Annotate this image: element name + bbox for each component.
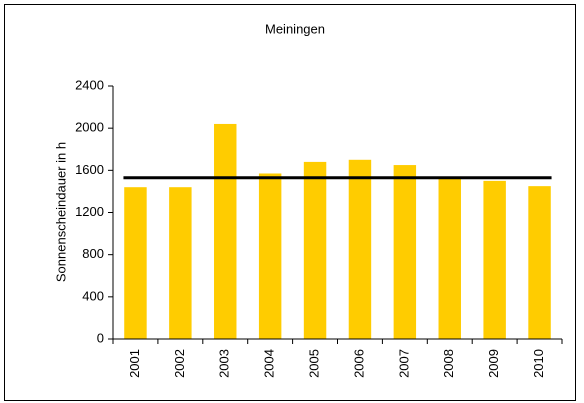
bar (303, 161, 327, 339)
bar (483, 180, 506, 339)
chart-title: Meiningen (265, 21, 325, 36)
y-axis-label: Sonnenscheindauer in h (53, 142, 68, 282)
y-tick-label: 1200 (75, 204, 104, 219)
x-tick-label: 2007 (396, 349, 411, 378)
y-tick-label: 2400 (75, 77, 104, 92)
x-tick-label: 2002 (172, 349, 187, 378)
y-tick-label: 1600 (75, 162, 104, 177)
x-tick-label: 2005 (306, 349, 321, 378)
y-tick-label: 0 (97, 330, 104, 345)
bar (528, 186, 551, 339)
x-tick-label: 2003 (217, 349, 232, 378)
bar (393, 165, 417, 339)
bar (438, 177, 461, 339)
x-tick-label: 2010 (531, 349, 546, 378)
x-tick-label: 2006 (351, 349, 366, 378)
x-tick-label: 2008 (441, 349, 456, 378)
y-tick-label: 800 (82, 246, 104, 261)
bar (169, 187, 192, 339)
bar (214, 123, 237, 339)
y-tick-label: 2000 (75, 120, 104, 135)
y-tick-label: 400 (82, 288, 104, 303)
x-tick-label: 2001 (127, 349, 142, 378)
x-tick-label: 2009 (486, 349, 501, 378)
bar (348, 159, 372, 339)
bar (124, 187, 147, 339)
x-tick-label: 2004 (262, 349, 277, 378)
chart-frame (4, 4, 576, 401)
bar (258, 173, 282, 339)
